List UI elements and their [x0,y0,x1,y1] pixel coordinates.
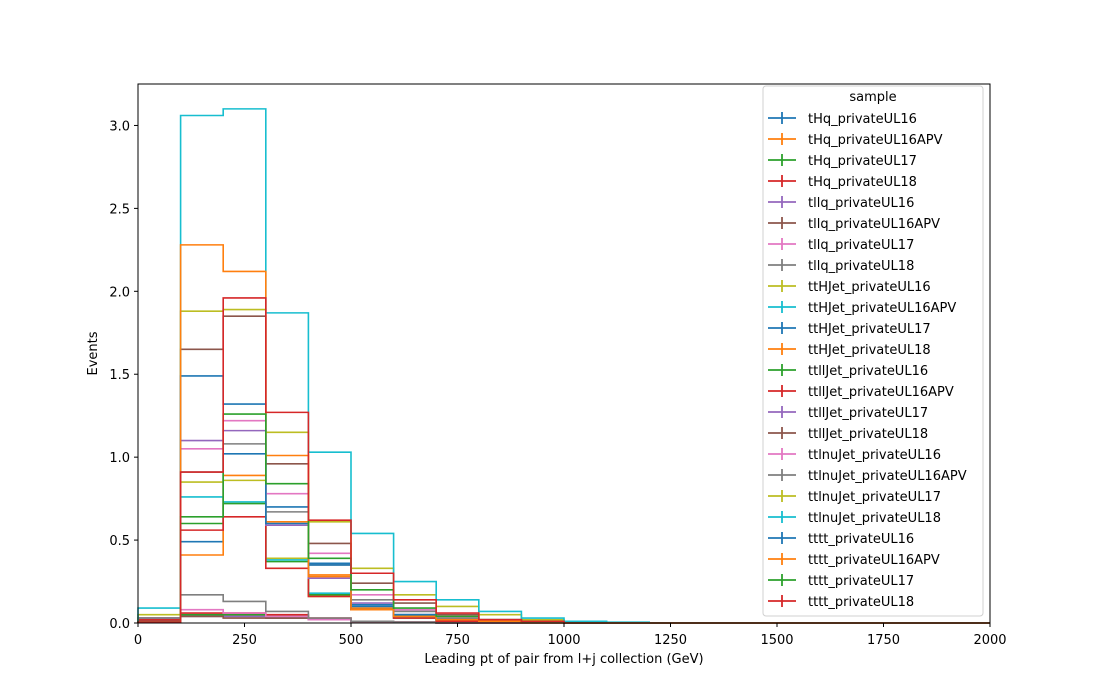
legend-label: tHq_privateUL16APV [808,133,943,148]
legend-entry: tttt_privateUL16 [768,532,914,547]
legend-label: tllq_privateUL18 [808,259,914,274]
x-tick-label: 1500 [760,633,793,648]
legend-label: tHq_privateUL18 [808,175,917,190]
legend-box [762,85,984,617]
x-tick-label: 750 [445,633,470,648]
legend-label: tttt_privateUL16APV [808,553,940,568]
legend-label: tttt_privateUL16 [808,532,914,547]
legend-label: ttlnuJet_privateUL16 [808,448,941,463]
legend-entry: tHq_privateUL17 [768,154,917,169]
legend-entry: tllq_privateUL16 [768,196,914,211]
legend-entry: ttllJet_privateUL18 [768,427,928,442]
legend-entry: ttHJet_privateUL18 [768,343,931,358]
y-tick-label: 2.0 [109,285,130,300]
legend-entry: ttllJet_privateUL17 [768,406,928,421]
legend-title: sample [849,90,896,105]
legend-label: ttlnuJet_privateUL16APV [808,469,967,484]
y-tick-label: 1.0 [109,451,130,466]
legend-entry: ttHJet_privateUL17 [768,322,931,337]
legend-label: ttllJet_privateUL16 [808,364,928,379]
legend-entry: tllq_privateUL18 [768,259,914,274]
legend-label: ttllJet_privateUL17 [808,406,928,421]
legend-label: ttHJet_privateUL18 [808,343,931,358]
y-tick-label: 3.0 [109,119,130,134]
legend-label: ttlnuJet_privateUL17 [808,490,941,505]
y-axis: 0.0 0.5 1.0 1.5 2.0 2.5 3.0 [109,119,138,632]
legend-entry: ttHJet_privateUL16APV [768,301,956,316]
x-tick-label: 250 [232,633,257,648]
legend-label: ttHJet_privateUL16APV [808,301,956,316]
y-tick-label: 0.5 [109,534,130,549]
legend-label: ttHJet_privateUL17 [808,322,931,337]
x-tick-label: 0 [134,633,142,648]
y-tick-label: 1.5 [109,368,130,383]
legend-label: ttllJet_privateUL18 [808,427,928,442]
legend-entry: ttlnuJet_privateUL16APV [768,469,967,484]
legend-label: tttt_privateUL17 [808,574,914,589]
legend-entry: tllq_privateUL17 [768,238,914,253]
legend-entry: ttllJet_privateUL16APV [768,385,954,400]
y-tick-label: 0.0 [109,617,130,632]
legend-entry: tHq_privateUL16 [768,112,917,127]
legend-entry: ttlnuJet_privateUL16 [768,448,941,463]
legend-label: tllq_privateUL16 [808,196,914,211]
legend-entry: tttt_privateUL17 [768,574,914,589]
legend-entry: tttt_privateUL18 [768,595,914,610]
legend-label: ttHJet_privateUL16 [808,280,931,295]
x-axis: 0 250 500 750 1000 1250 1500 1750 2000 [134,623,1007,648]
legend-entry: ttHJet_privateUL16 [768,280,931,295]
y-axis-label: Events [86,331,101,375]
x-tick-label: 1000 [547,633,580,648]
y-tick-label: 2.5 [109,202,130,217]
legend-label: tllq_privateUL17 [808,238,914,253]
legend-entry: tttt_privateUL16APV [768,553,940,568]
x-tick-label: 1250 [654,633,687,648]
legend-label: tllq_privateUL16APV [808,217,940,232]
legend-entry: ttlnuJet_privateUL17 [768,490,941,505]
legend-entry: tllq_privateUL16APV [768,217,940,232]
legend: sample tHq_privateUL16 tHq_privateUL16APVt… [762,85,984,617]
x-tick-label: 1750 [867,633,900,648]
x-tick-label: 2000 [973,633,1006,648]
legend-label: ttllJet_privateUL16APV [808,385,954,400]
legend-label: tHq_privateUL17 [808,154,917,169]
legend-label: ttlnuJet_privateUL18 [808,511,941,526]
legend-label: tttt_privateUL18 [808,595,914,610]
legend-entry: ttlnuJet_privateUL18 [768,511,941,526]
legend-entry: ttllJet_privateUL16 [768,364,928,379]
legend-entry: tHq_privateUL18 [768,175,917,190]
x-tick-label: 500 [339,633,364,648]
legend-label: tHq_privateUL16 [808,112,917,127]
legend-entry: tHq_privateUL16APV [768,133,943,148]
x-axis-label: Leading pt of pair from l+j collection (… [424,652,703,667]
